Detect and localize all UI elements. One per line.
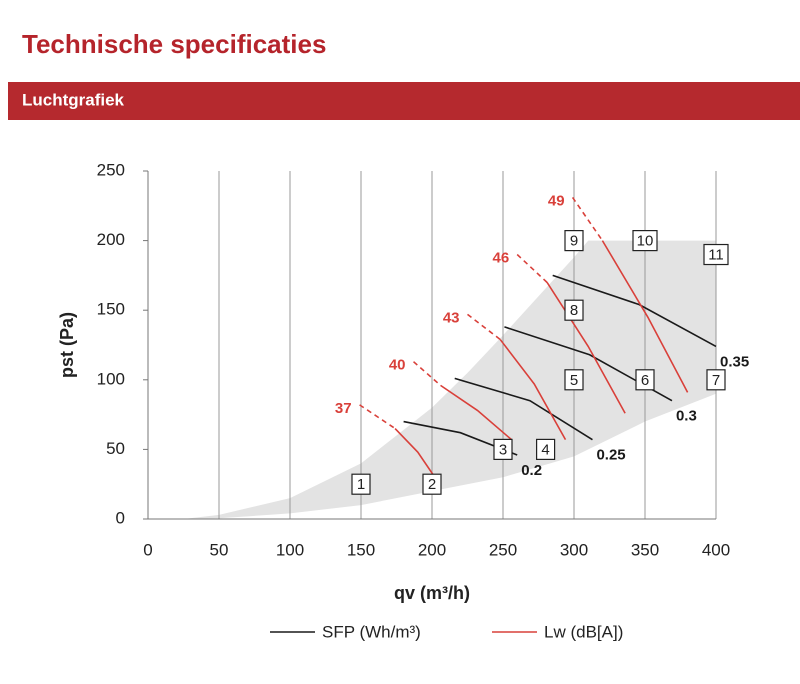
point-box — [564, 230, 584, 252]
curve — [552, 274, 717, 348]
point-box — [564, 369, 584, 391]
point-box — [422, 473, 442, 495]
point-label: 2 — [428, 476, 436, 493]
point-label: 5 — [570, 372, 578, 389]
chart: 0 50 100 150 200 250 300 350 400 0 50 100 150 200 250 0… — [97, 160, 750, 559]
x-axis-label: qv (m³/h) — [394, 583, 470, 603]
point-box — [535, 438, 556, 460]
point-box — [703, 243, 729, 266]
curve-label: 0.2 — [521, 462, 542, 479]
point-label: 10 — [637, 233, 654, 250]
point-box — [493, 438, 513, 460]
curve-label: 46 — [493, 249, 510, 266]
x-tick-label: 50 — [210, 540, 229, 559]
y-tick-label: 150 — [97, 300, 125, 319]
curve — [601, 240, 689, 393]
curve-label: 0.3 — [676, 408, 697, 425]
point-box — [632, 230, 658, 252]
curve-label: 43 — [443, 309, 460, 326]
curve-extension — [359, 404, 396, 430]
legend-label: SFP (Wh/m³) — [322, 622, 421, 641]
y-tick-label: 200 — [97, 230, 125, 249]
curve — [546, 281, 626, 414]
curve — [394, 427, 436, 478]
curve-extension — [413, 361, 442, 386]
x-tick-label: 400 — [702, 540, 730, 559]
point-label: 8 — [570, 302, 578, 319]
section-title: Luchtgrafiek — [22, 90, 125, 109]
curve-label: 49 — [548, 192, 565, 209]
point-label: 6 — [641, 372, 649, 389]
y-tick-label: 50 — [106, 439, 125, 458]
y-tick-label: 250 — [97, 160, 125, 179]
y-axis-label: pst (Pa) — [57, 312, 77, 378]
curve-label: 0.35 — [720, 353, 749, 370]
point-label: 9 — [570, 233, 578, 250]
x-tick-label: 350 — [631, 540, 659, 559]
point-label: 4 — [541, 441, 549, 458]
x-tick-label: 300 — [560, 540, 588, 559]
curve — [454, 377, 593, 441]
point-label: 1 — [357, 476, 365, 493]
y-tick-label: 100 — [97, 369, 125, 388]
page-title: Technische specificaties — [22, 29, 326, 59]
curve — [440, 384, 513, 441]
x-tick-label: 200 — [418, 540, 446, 559]
point-label: 11 — [708, 246, 724, 263]
curve-label: 0.25 — [596, 447, 625, 464]
section-bar — [8, 82, 800, 120]
curve-extension — [516, 253, 548, 283]
curve — [499, 338, 567, 441]
point-box — [564, 299, 584, 321]
point-box — [706, 369, 726, 391]
point-label: 7 — [712, 372, 720, 389]
point-box — [635, 369, 655, 391]
curve-extension — [467, 313, 501, 341]
x-tick-label: 250 — [489, 540, 517, 559]
point-box — [351, 473, 371, 495]
point-label: 3 — [499, 441, 507, 458]
x-tick-label: 0 — [143, 540, 152, 559]
curve-label: 40 — [389, 357, 406, 374]
y-tick-label: 0 — [116, 508, 125, 527]
x-tick-label: 100 — [276, 540, 304, 559]
x-tick-label: 150 — [347, 540, 375, 559]
curve-label: 37 — [335, 400, 352, 417]
legend-label: Lw (dB[A]) — [544, 622, 623, 641]
